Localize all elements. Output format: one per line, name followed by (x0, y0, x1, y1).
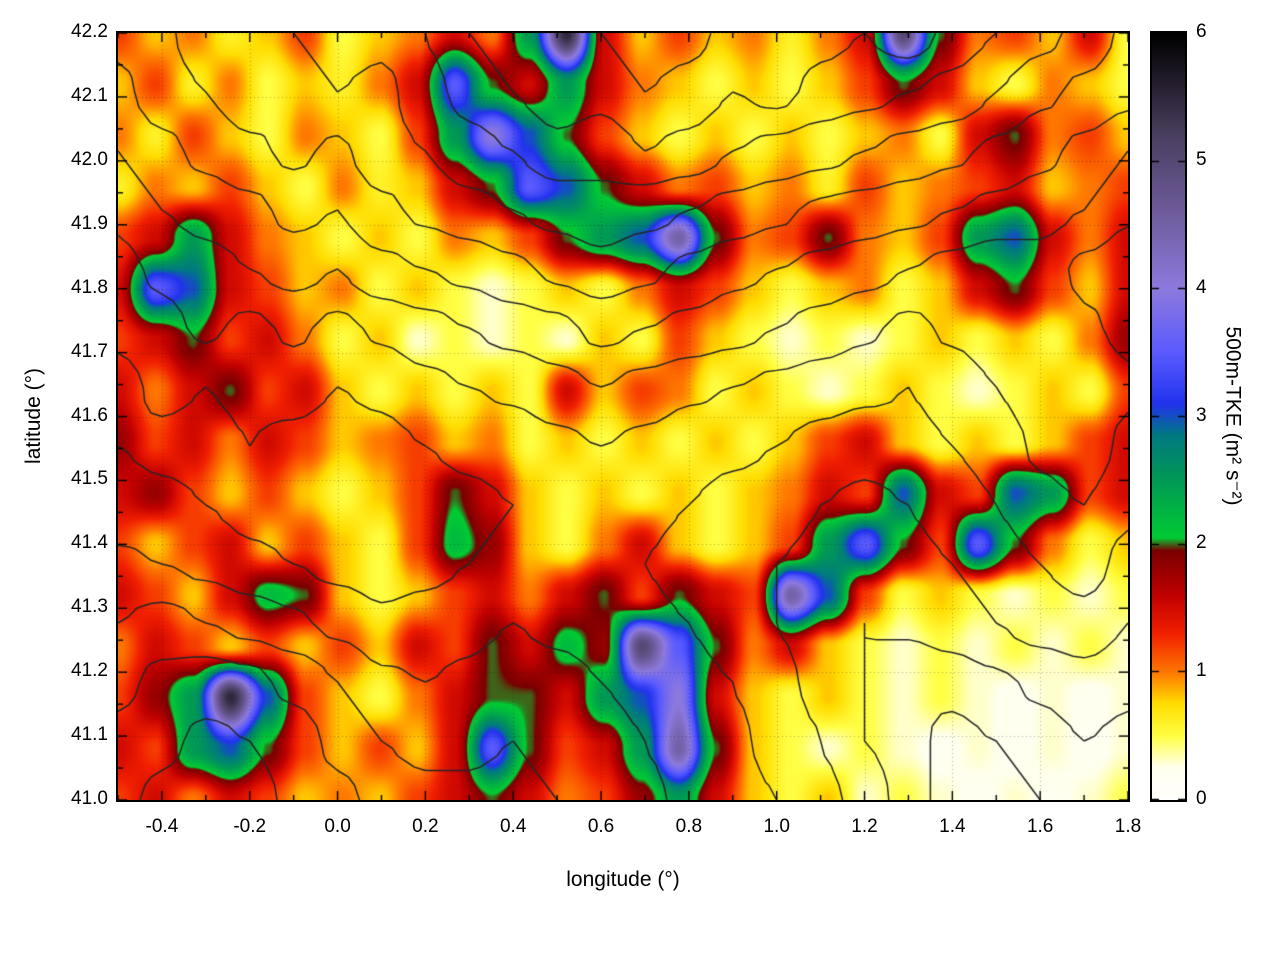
x-tick-label: 1.6 (1026, 816, 1054, 837)
plot-frame (116, 31, 1130, 802)
y-tick-label: 41.9 (71, 212, 108, 234)
x-tick-label: 1.4 (939, 816, 966, 837)
tke-heatmap-canvas (118, 33, 1128, 800)
y-tick-label: 41.2 (71, 660, 108, 682)
y-tick-label: 41.3 (71, 596, 108, 618)
x-tick-label: 0.2 (412, 816, 439, 837)
y-tick-label: 41.1 (71, 723, 108, 745)
colorbar-gradient-canvas (1152, 33, 1185, 800)
y-tick-label: 42.2 (71, 20, 108, 42)
colorbar (1150, 31, 1187, 802)
y-tick-label: 41.0 (71, 787, 108, 809)
x-tick-label: 0.6 (587, 816, 615, 837)
x-axis-title: longitude (°) (566, 868, 680, 891)
colorbar-tick-label: 5 (1196, 148, 1207, 170)
colorbar-tick-label: 2 (1196, 532, 1207, 554)
y-tick-label: 41.8 (71, 276, 108, 298)
x-tick-label: 0.8 (675, 816, 703, 837)
x-tick-label: 0.4 (499, 816, 527, 837)
x-tick-label: 0.0 (324, 816, 351, 837)
y-tick-label: 41.6 (71, 404, 108, 426)
y-tick-label: 41.4 (71, 532, 108, 554)
colorbar-title: 500m-TKE (m² s⁻²) (1221, 326, 1245, 506)
x-tick-label: -0.2 (233, 816, 267, 837)
colorbar-tick-label: 0 (1196, 787, 1207, 809)
colorbar-tick-label: 1 (1196, 660, 1207, 682)
y-tick-label: 41.7 (71, 340, 108, 362)
y-tick-label: 42.1 (71, 84, 108, 106)
x-tick-label: 1.8 (1114, 816, 1142, 837)
colorbar-tick-label: 4 (1196, 276, 1207, 298)
colorbar-tick-label: 6 (1196, 20, 1207, 42)
x-tick-label: -0.4 (145, 816, 179, 837)
y-tick-label: 41.5 (71, 468, 108, 490)
x-tick-label: 1.0 (763, 816, 790, 837)
y-tick-label: 42.0 (71, 148, 108, 170)
colorbar-tick-label: 3 (1196, 404, 1207, 426)
x-tick-label: 1.2 (851, 816, 878, 837)
